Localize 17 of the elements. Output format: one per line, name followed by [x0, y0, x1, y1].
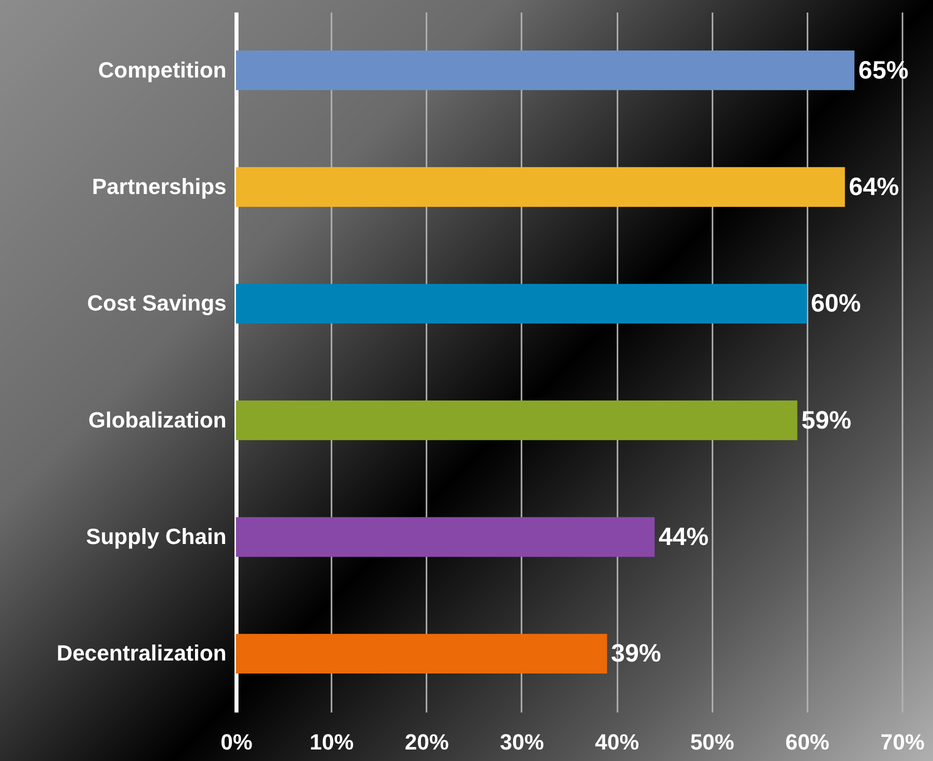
- x-tick-label: 0%: [220, 730, 252, 754]
- x-tick-label: 10%: [310, 730, 354, 754]
- y-tick-label: Decentralization: [56, 640, 226, 666]
- y-tick-label: Competition: [98, 57, 226, 82]
- x-tick-label: 70%: [880, 730, 925, 754]
- y-tick-label: Partnerships: [92, 174, 226, 199]
- y-tick-label: Cost Savings: [87, 290, 226, 316]
- y-tick-label: Supply Chain: [86, 524, 226, 549]
- x-tick-label: 60%: [785, 730, 830, 754]
- x-tick-label: 30%: [500, 730, 544, 754]
- y-tick-label: Globalization: [88, 407, 226, 432]
- data-label: 60%: [810, 290, 861, 318]
- x-tick-label: 50%: [690, 730, 734, 754]
- data-label: 44%: [658, 523, 709, 551]
- x-tick-label: 20%: [404, 730, 449, 754]
- x-tick-label: 40%: [595, 730, 640, 754]
- data-label: 64%: [848, 173, 899, 201]
